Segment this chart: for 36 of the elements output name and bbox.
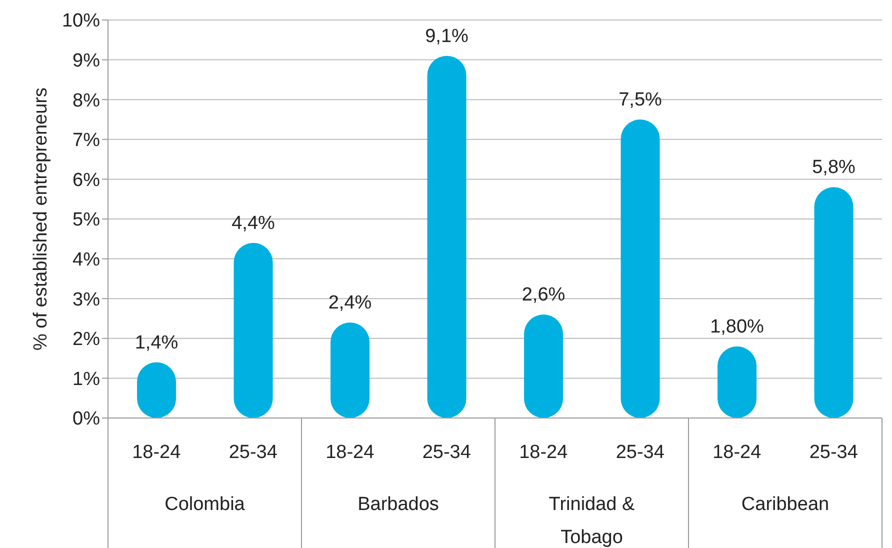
text: Barbados [358, 494, 439, 515]
text: Trinidad & Tobago [548, 494, 636, 548]
y-tick-label: 7% [72, 130, 100, 152]
data-label: 4,4% [232, 212, 276, 234]
x-tick-label: 25-34 [228, 442, 278, 463]
y-tick-label: 8% [72, 90, 100, 112]
x-tick-label: 25-34 [422, 442, 472, 463]
bar [234, 242, 273, 418]
y-tick-label: 4% [72, 250, 100, 271]
data-label: 5,8% [812, 157, 856, 178]
y-tick-label: 3% [72, 289, 100, 310]
y-tick-label: 0% [72, 408, 100, 430]
data-label: 9,1% [425, 26, 469, 47]
bar [620, 120, 660, 418]
data-label: 1,80% [710, 316, 764, 338]
data-label: 1,4% [134, 332, 178, 354]
x-tick-label: 18-24 [326, 442, 375, 463]
data-label: 7,5% [618, 90, 662, 110]
y-tick-label: 1% [72, 368, 100, 390]
x-tick-label: 25-34 [616, 442, 665, 463]
y-axis-title: % of established entrepreneurs [30, 88, 52, 350]
y-tick-label: 9% [72, 50, 100, 72]
y-tick-label: 2% [72, 329, 100, 350]
data-label: 2,4% [328, 292, 372, 314]
text: Caribbean [741, 494, 830, 515]
y-tick-label: 6% [72, 170, 100, 191]
x-tick-label: 18-24 [132, 442, 182, 463]
x-tick-label: 18-24 [712, 442, 762, 463]
data-label: 2,6% [522, 284, 566, 306]
bar [427, 56, 466, 418]
y-tick-label: 10% [62, 10, 100, 32]
y-tick-label: 5% [72, 210, 100, 231]
text: Colombia [164, 494, 246, 515]
x-tick-label: 18-24 [519, 442, 568, 463]
bar [814, 187, 854, 418]
x-tick-label: 25-34 [809, 442, 858, 463]
